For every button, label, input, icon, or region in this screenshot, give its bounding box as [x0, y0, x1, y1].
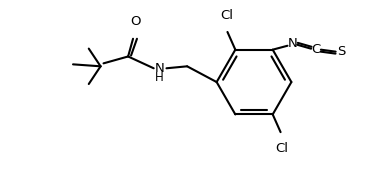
Text: Cl: Cl [275, 142, 288, 155]
Text: Cl: Cl [220, 9, 233, 22]
Text: N: N [155, 62, 165, 75]
Text: S: S [337, 45, 346, 58]
Text: C: C [311, 43, 321, 56]
Text: N: N [287, 37, 297, 50]
Text: H: H [155, 71, 164, 84]
Text: O: O [131, 15, 141, 28]
